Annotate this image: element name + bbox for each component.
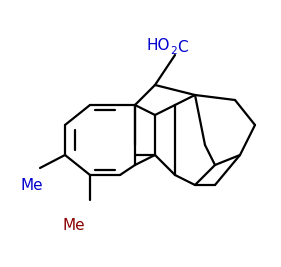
Text: Me: Me [62,218,85,233]
Text: Me: Me [20,178,43,193]
Text: $_2$C: $_2$C [170,38,189,57]
Text: HO: HO [146,38,170,53]
